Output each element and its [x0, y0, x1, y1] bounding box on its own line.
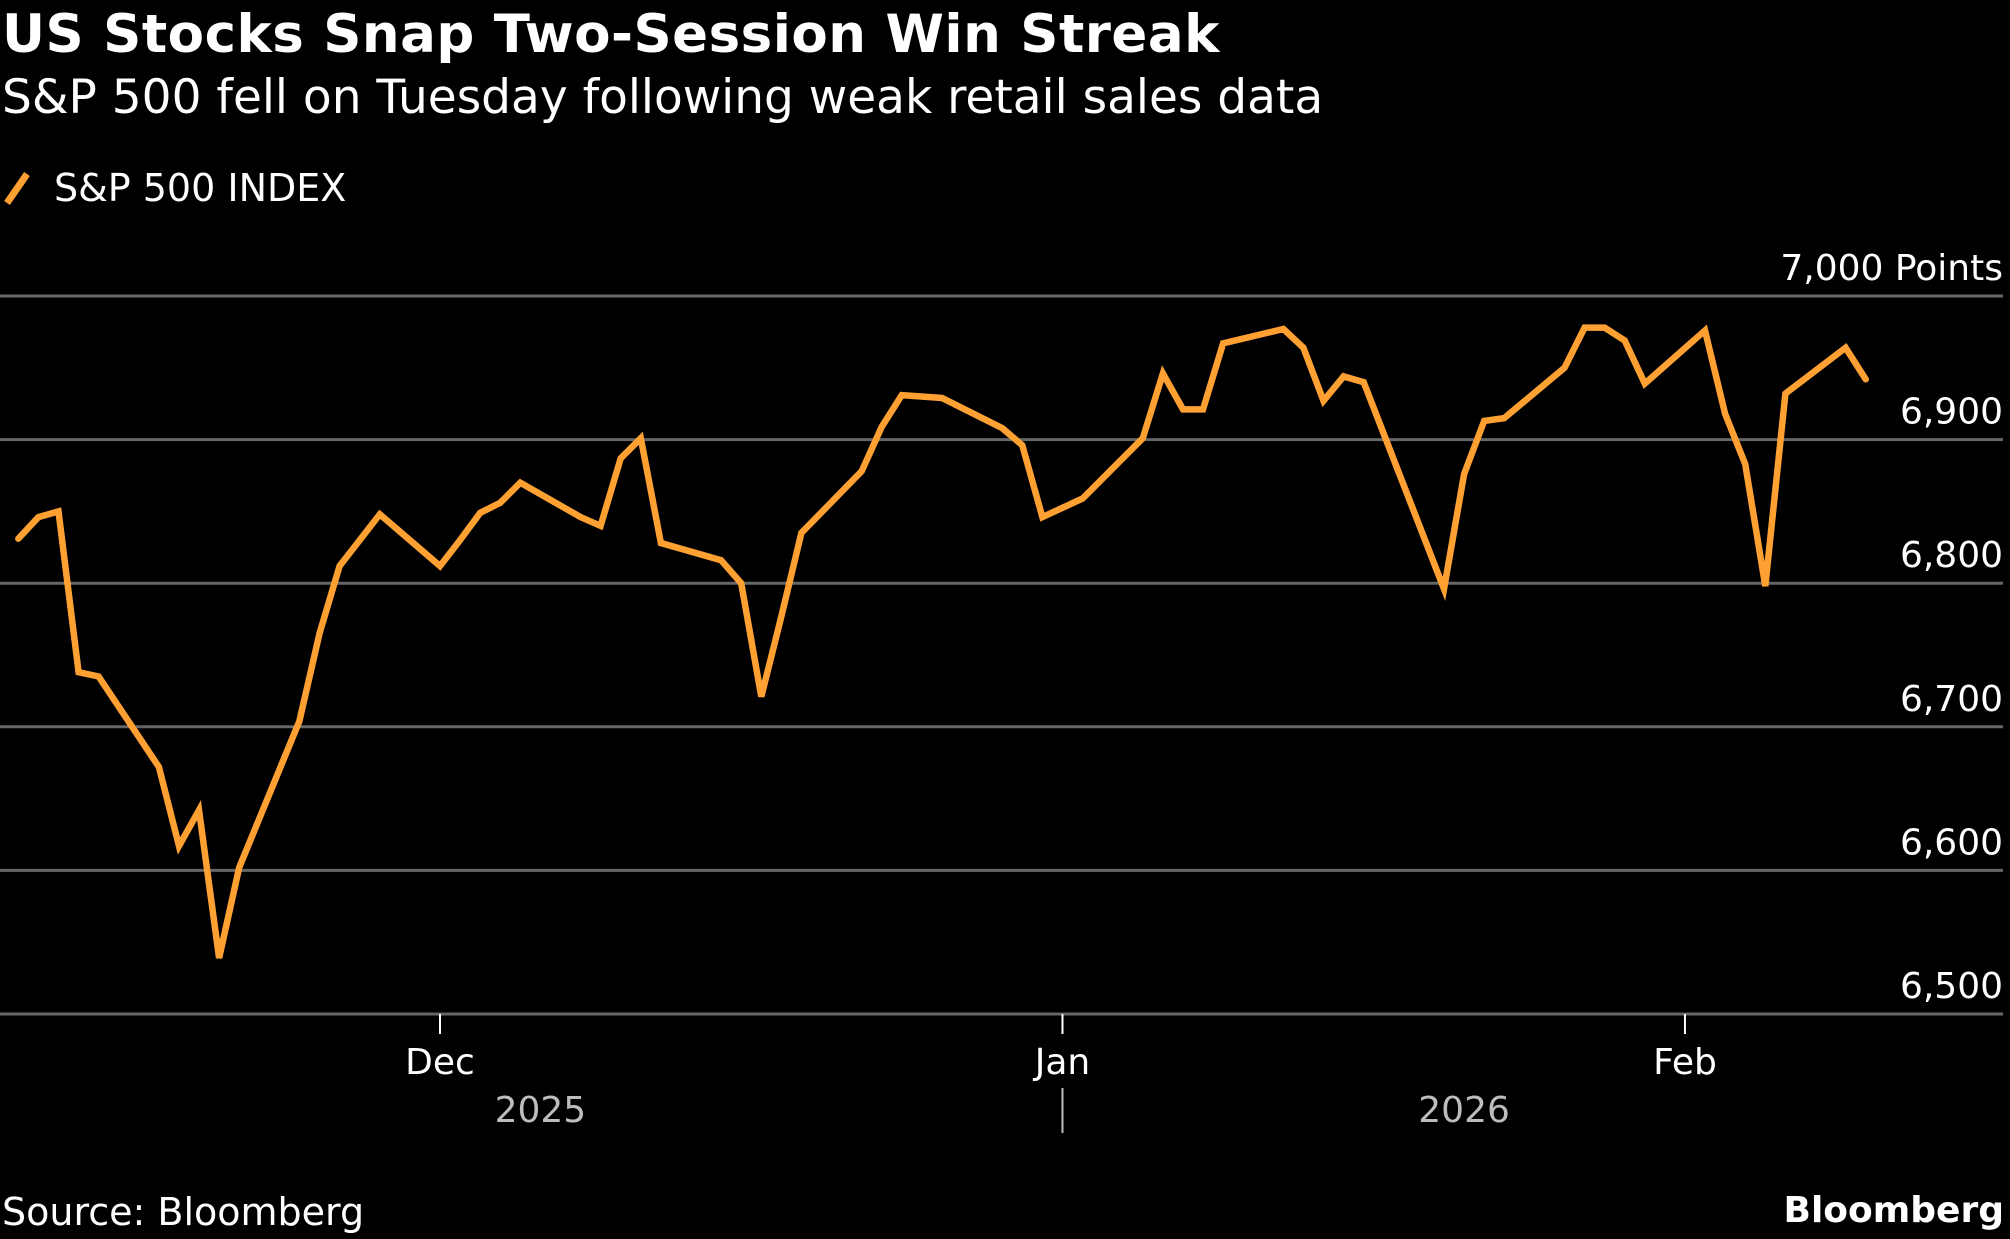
year-label: 2025: [495, 1090, 587, 1131]
gridlines: [0, 294, 2003, 1016]
y-axis: 6,500 6,600 6,700 6,800 6,900 7,000 Points: [1780, 248, 2003, 1007]
x-axis: Dec Jan Feb 2025 2026: [405, 1014, 1717, 1133]
source-note: Source: Bloomberg: [2, 1190, 365, 1234]
y-tick-label: 6,600: [1900, 822, 2003, 863]
series-layer: [15, 324, 1869, 959]
bloomberg-logo: Bloomberg: [1783, 1190, 2004, 1231]
y-tick-label: 6,800: [1900, 535, 2003, 576]
legend: S&P 500 INDEX: [2, 166, 346, 210]
year-label: 2026: [1418, 1090, 1510, 1131]
x-tick-label: Feb: [1653, 1042, 1717, 1083]
series-line-sp500: [15, 324, 1869, 959]
legend-label: S&P 500 INDEX: [54, 166, 347, 210]
x-tick-label: Dec: [405, 1042, 475, 1083]
y-tick-label: 7,000 Points: [1780, 248, 2003, 289]
y-tick-label: 6,500: [1900, 966, 2003, 1007]
chart-title: US Stocks Snap Two-Session Win Streak: [2, 4, 1220, 65]
legend-line-icon: [4, 172, 30, 205]
y-tick-label: 6,900: [1900, 392, 2003, 433]
y-tick-label: 6,700: [1900, 679, 2003, 720]
chart-subtitle: S&P 500 fell on Tuesday following weak r…: [2, 70, 1324, 125]
x-tick-label: Jan: [1033, 1042, 1091, 1083]
